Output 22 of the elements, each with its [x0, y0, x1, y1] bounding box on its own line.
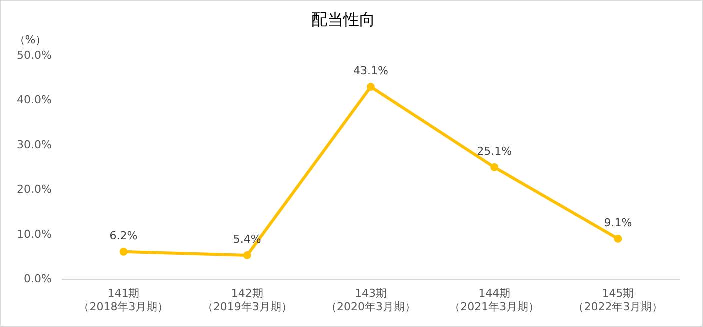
data-label: 6.2% [110, 229, 138, 242]
y-tick-label: 10.0% [16, 228, 52, 241]
y-tick-label: 20.0% [16, 183, 52, 196]
y-tick-label: 30.0% [16, 138, 52, 152]
y-tick-label: 0.0% [24, 272, 52, 286]
y-tick-label: 50.0% [16, 49, 52, 62]
point [120, 248, 128, 256]
data-label: 9.1% [604, 216, 632, 230]
point [614, 234, 622, 243]
point [243, 251, 252, 260]
chart-title: 配当性向 [312, 10, 376, 29]
point [490, 163, 499, 172]
data-label: 43.1% [353, 64, 388, 78]
y-tick-label: 40.0% [16, 94, 52, 107]
y-axis-title: （%） [14, 34, 47, 47]
x-tick-label: 145期（2022年3月期） [573, 287, 664, 314]
point [366, 83, 375, 92]
x-tick-label: 141期（2018年3月期） [78, 287, 169, 314]
x-tick-label: 143期（2020年3月期） [326, 287, 416, 314]
x-tick-label: 142期（2019年3月期） [202, 287, 292, 314]
x-tick-label: 144期（2021年3月期） [450, 287, 540, 314]
data-label: 25.1% [477, 144, 512, 158]
